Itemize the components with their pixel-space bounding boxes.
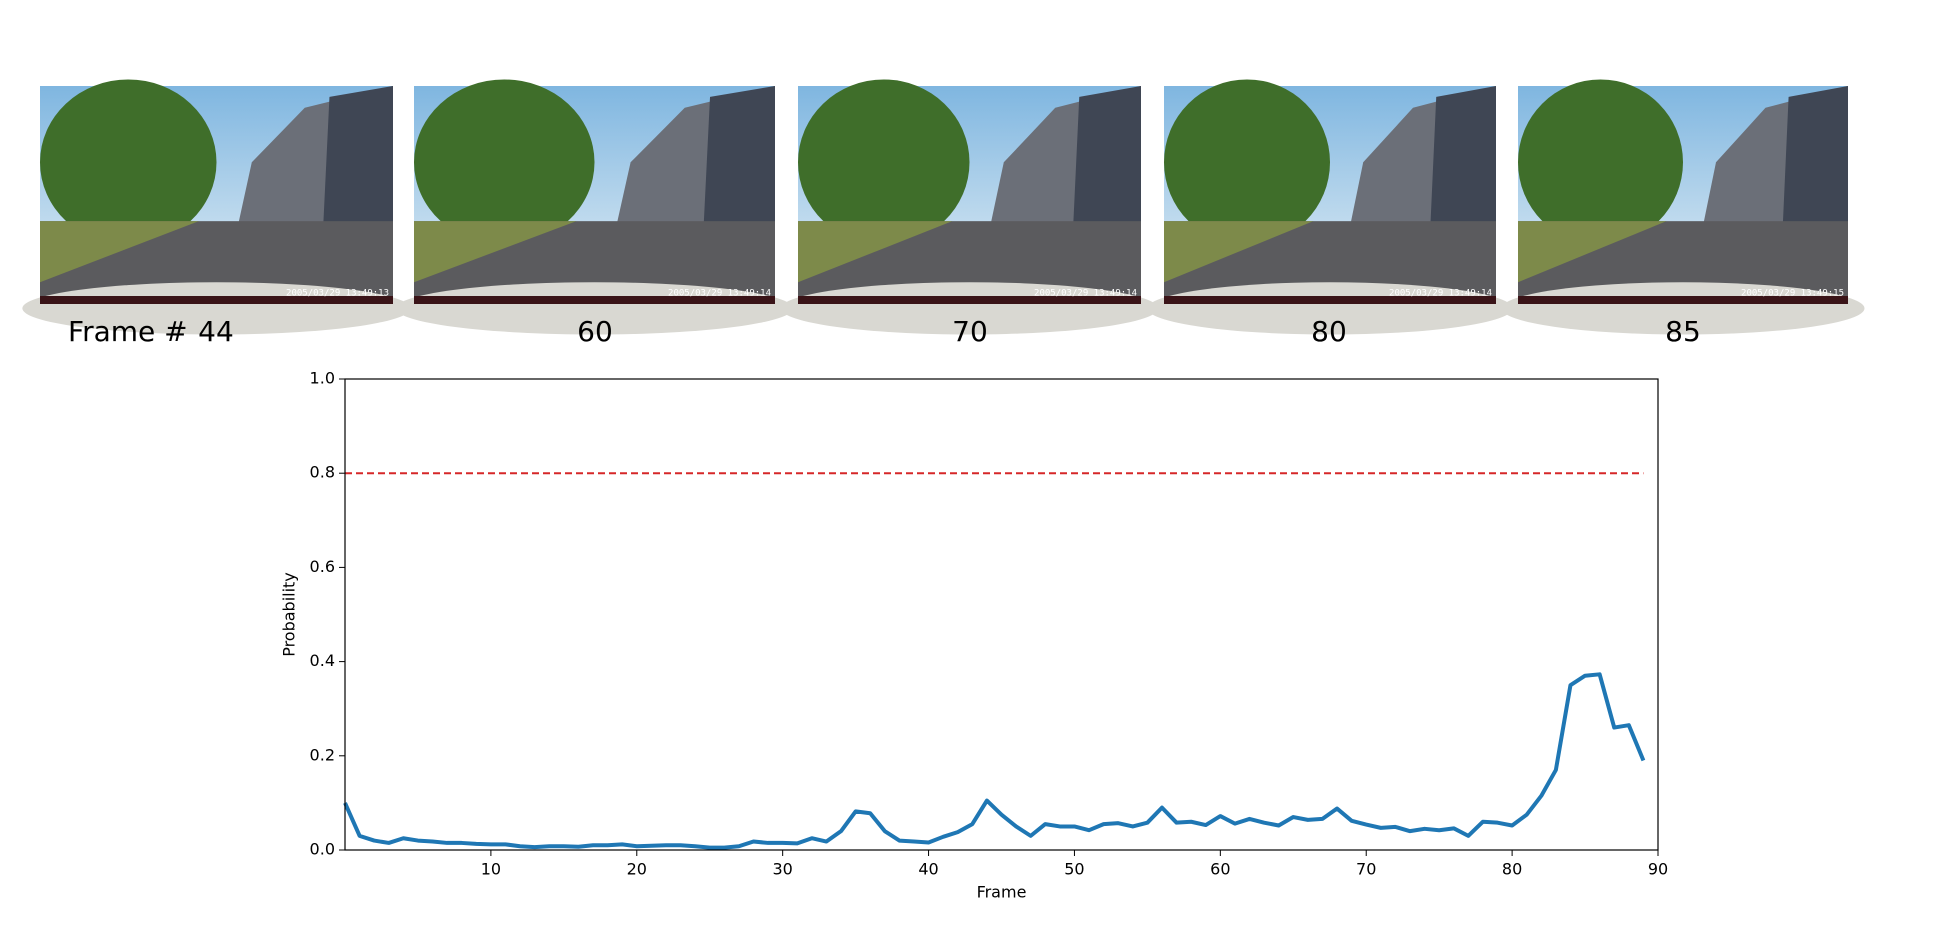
dash-bottom <box>414 296 775 304</box>
x-tick-label: 30 <box>772 860 792 879</box>
dash-bottom <box>1518 296 1848 304</box>
buildings-dark <box>1072 86 1141 243</box>
x-axis-label: Frame <box>977 883 1027 902</box>
trees <box>1518 79 1683 246</box>
x-tick-label: 10 <box>481 860 501 879</box>
trees <box>40 79 217 246</box>
data-line <box>343 672 1646 850</box>
timestamp: 2005/03/29 13:49:14 <box>668 289 771 299</box>
x-tick-label: 70 <box>1356 860 1376 879</box>
dash-bottom <box>40 296 393 304</box>
frame-image: 2005/03/29 13:49:15 <box>1501 79 1865 335</box>
frame-image: 2005/03/29 13:49:13 <box>22 79 411 335</box>
frame-image: 2005/03/29 13:49:14 <box>780 79 1159 335</box>
y-tick-label: 0.6 <box>310 557 335 576</box>
x-tick-label: 40 <box>918 860 938 879</box>
x-tick-label: 50 <box>1064 860 1084 879</box>
hood <box>395 282 794 335</box>
y-tick-label: 0.2 <box>310 745 335 764</box>
trees <box>1164 79 1330 246</box>
buildings-dark <box>1782 86 1848 243</box>
frame-prefix: Frame # <box>68 315 188 348</box>
timestamp: 2005/03/29 13:49:14 <box>1034 289 1137 299</box>
frame-number: 60 <box>577 315 613 348</box>
y-tick-label: 0.4 <box>310 651 335 670</box>
hood <box>780 282 1159 335</box>
y-tick-label: 1.0 <box>310 369 335 388</box>
dash-bottom <box>798 296 1141 304</box>
y-tick-label: 0.8 <box>310 463 335 482</box>
plot-frame <box>344 378 1659 851</box>
x-tick-label: 90 <box>1648 860 1668 879</box>
x-tick-label: 60 <box>1210 860 1230 879</box>
verge <box>40 221 199 283</box>
hood <box>1501 282 1865 335</box>
frame-number: 85 <box>1665 315 1701 348</box>
timestamp: 2005/03/29 13:49:14 <box>1389 289 1492 299</box>
dash-bottom <box>1164 296 1496 304</box>
verge <box>414 221 577 283</box>
hood <box>22 282 411 335</box>
y-axis-label: Probability <box>280 572 299 657</box>
trees <box>798 79 970 246</box>
trees <box>414 79 595 246</box>
frame-number: 70 <box>952 315 988 348</box>
buildings-dark <box>1429 86 1496 243</box>
frame-number: 80 <box>1311 315 1347 348</box>
x-tick-label: 80 <box>1502 860 1522 879</box>
timestamp: 2005/03/29 13:49:13 <box>286 289 389 299</box>
buildings-dark <box>702 86 775 243</box>
x-tick-label: 20 <box>627 860 647 879</box>
buildings-dark <box>322 86 393 243</box>
verge <box>1164 221 1314 283</box>
timestamp: 2005/03/29 13:49:15 <box>1741 289 1844 299</box>
verge <box>798 221 953 283</box>
hood <box>1147 282 1513 335</box>
y-tick-label: 0.0 <box>310 840 335 859</box>
verge <box>1518 221 1667 283</box>
frame-number: 44 <box>198 315 234 348</box>
frame-image: 2005/03/29 13:49:14 <box>1147 79 1513 335</box>
frame-image: 2005/03/29 13:49:14 <box>395 79 794 335</box>
